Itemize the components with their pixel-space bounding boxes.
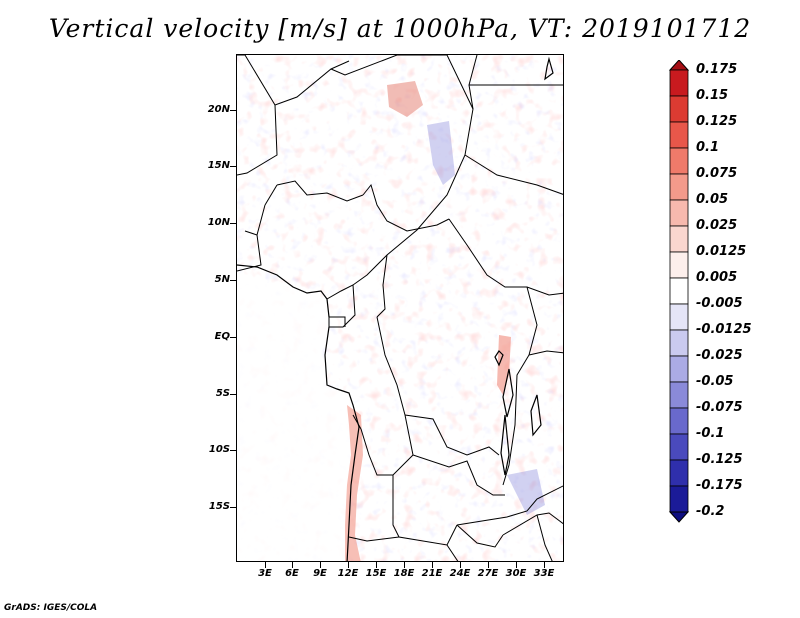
colorbar-segment [669, 485, 689, 513]
lon-tick [544, 562, 545, 568]
lat-tick [230, 223, 236, 224]
lat-tick [230, 450, 236, 451]
lon-tick [460, 562, 461, 568]
colorbar-label: -0.1 [696, 426, 725, 441]
lon-tick [265, 562, 266, 568]
lon-label-9e: 9E [313, 568, 327, 579]
colorbar [668, 60, 690, 523]
lon-label-30e: 30E [505, 568, 527, 579]
country-borders [237, 55, 563, 561]
lat-label-15n: 15N [207, 160, 230, 171]
lon-label-6e: 6E [285, 568, 299, 579]
lake-red-band [497, 335, 511, 395]
colorbar-label: 0.1 [696, 140, 720, 155]
colorbar-label: -0.075 [696, 400, 743, 415]
lon-label-27e: 27E [477, 568, 499, 579]
colorbar-segment [669, 433, 689, 461]
map-title: Vertical velocity [m/s] at 1000hPa, VT: … [48, 14, 752, 43]
colorbar-segment [669, 329, 689, 357]
colorbar-label: 0.025 [696, 218, 738, 233]
lat-label-20n: 20N [207, 104, 230, 115]
lon-label-12e: 12E [337, 568, 359, 579]
colorbar-label: 0.125 [696, 114, 738, 129]
colorbar-segment [669, 147, 689, 175]
colorbar-label: 0.0125 [696, 244, 747, 259]
colorbar-label: 0.005 [696, 270, 738, 285]
lat-tick [230, 110, 236, 111]
map-panel [236, 54, 564, 562]
lon-label-33e: 33E [533, 568, 555, 579]
colorbar-segment [669, 407, 689, 435]
colorbar-segment [669, 225, 689, 253]
lat-tick [230, 166, 236, 167]
colorbar-label: 0.075 [696, 166, 738, 181]
colorbar-segment [669, 303, 689, 331]
colorbar-segment [669, 199, 689, 227]
colorbar-label: 0.175 [696, 62, 738, 77]
lon-label-15e: 15E [365, 568, 387, 579]
lon-label-18e: 18E [393, 568, 415, 579]
colorbar-segment [669, 95, 689, 123]
lat-label-15s: 15S [208, 501, 230, 512]
colorbar-segment [669, 277, 689, 305]
colorbar-label: -0.005 [696, 296, 743, 311]
colorbar-arrow-bottom [668, 511, 690, 523]
colorbar-segment [669, 251, 689, 279]
colorbar-segment [669, 459, 689, 487]
colorbar-segment [669, 121, 689, 149]
lat-label-5n: 5N [214, 274, 230, 285]
colorbar-segment [669, 173, 689, 201]
lat-label-10s: 10S [208, 444, 230, 455]
lat-tick [230, 394, 236, 395]
colorbar-label: -0.125 [696, 452, 743, 467]
lon-label-21e: 21E [421, 568, 443, 579]
colorbar-label: -0.05 [696, 374, 734, 389]
north-red-patch [387, 81, 423, 117]
colorbar-label: -0.025 [696, 348, 743, 363]
lon-tick [292, 562, 293, 568]
lon-tick [432, 562, 433, 568]
footer-credit: GrADS: IGES/COLA [4, 603, 98, 613]
colorbar-label: 0.15 [696, 88, 729, 103]
vertical-velocity-map [237, 55, 563, 561]
colorbar-arrow-top [668, 60, 690, 71]
lon-tick [320, 562, 321, 568]
colorbar-label: 0.05 [696, 192, 729, 207]
blue-patch [427, 121, 455, 185]
lakes [494, 56, 554, 476]
lon-label-3e: 3E [258, 568, 272, 579]
lon-tick [488, 562, 489, 568]
colorbar-label: -0.175 [696, 478, 743, 493]
lat-label-10n: 10N [207, 217, 230, 228]
lat-label-5s: 5S [215, 388, 230, 399]
lat-label-eq: EQ [214, 331, 230, 342]
lon-label-24e: 24E [449, 568, 471, 579]
colorbar-label: -0.0125 [696, 322, 752, 337]
lat-tick [230, 280, 236, 281]
lon-tick [516, 562, 517, 568]
ocean-mask [237, 275, 359, 561]
colorbar-segment [669, 381, 689, 409]
lon-tick [404, 562, 405, 568]
lon-tick [348, 562, 349, 568]
lon-tick [376, 562, 377, 568]
lat-tick [230, 337, 236, 338]
colorbar-label: -0.2 [696, 504, 725, 519]
coastline [237, 264, 360, 561]
colorbar-segment [669, 355, 689, 383]
colorbar-segment [669, 69, 689, 97]
lat-tick [230, 507, 236, 508]
blue-patch-2 [507, 469, 545, 515]
